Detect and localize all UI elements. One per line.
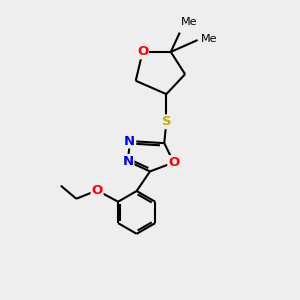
Text: O: O <box>137 45 148 58</box>
Text: O: O <box>168 156 179 169</box>
Text: N: N <box>122 155 134 168</box>
Text: Me: Me <box>201 34 217 44</box>
Text: O: O <box>92 184 103 197</box>
Text: N: N <box>124 135 135 148</box>
Text: Me: Me <box>181 17 198 27</box>
Text: S: S <box>161 115 171 128</box>
